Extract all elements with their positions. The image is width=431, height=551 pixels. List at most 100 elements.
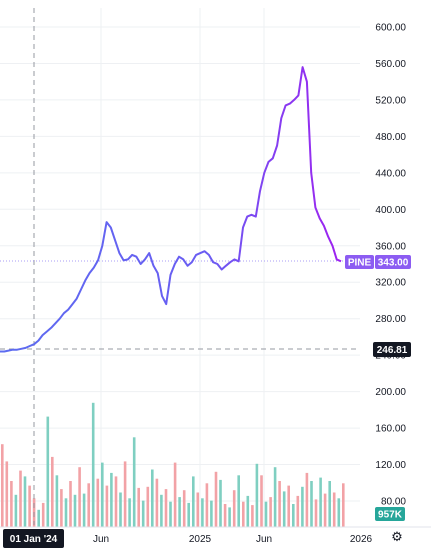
volume-bar bbox=[210, 500, 213, 527]
volume-bar bbox=[96, 478, 100, 527]
volume-bar bbox=[87, 483, 90, 527]
volume-bar bbox=[128, 498, 131, 527]
volume-bar bbox=[10, 481, 13, 527]
volume-bar bbox=[342, 483, 345, 527]
volume-bar bbox=[278, 481, 281, 527]
volume-bar bbox=[169, 501, 172, 527]
volume-bar bbox=[105, 485, 109, 527]
x-tick-label: 2026 bbox=[350, 534, 373, 545]
y-tick-label: 480.00 bbox=[375, 132, 406, 143]
volume-bar bbox=[64, 498, 68, 527]
volume-bar bbox=[223, 504, 227, 527]
volume-bar bbox=[269, 497, 272, 527]
y-tick-label: 520.00 bbox=[375, 95, 406, 106]
volume-bar bbox=[46, 416, 50, 527]
volume-bar bbox=[141, 500, 145, 527]
y-tick-label: 200.00 bbox=[375, 387, 406, 398]
volume-bar bbox=[73, 494, 77, 527]
volume-pill: 957K bbox=[375, 507, 405, 521]
crosshair-date-label: 01 Jan '24 bbox=[10, 534, 58, 545]
volume-bar bbox=[332, 492, 336, 527]
volume-bar bbox=[246, 495, 250, 527]
volume-bar bbox=[23, 476, 27, 527]
y-tick-label: 280.00 bbox=[375, 314, 406, 325]
volume-bar bbox=[232, 490, 236, 527]
volume-bar bbox=[164, 489, 168, 527]
volume-bar bbox=[292, 504, 295, 527]
volume-bar bbox=[82, 493, 86, 527]
volume-bar bbox=[264, 501, 268, 527]
volume-bar bbox=[196, 492, 200, 527]
volume-bar bbox=[205, 483, 209, 527]
volume-bar bbox=[151, 469, 154, 527]
volume-bar bbox=[337, 498, 341, 527]
volume-bar bbox=[251, 505, 254, 527]
volume-bar bbox=[296, 495, 300, 527]
volume-bar bbox=[123, 461, 127, 527]
volume-bar bbox=[1, 444, 4, 527]
volume-bar bbox=[314, 499, 318, 527]
crosshair-date-pill: 01 Jan '24 bbox=[3, 529, 64, 548]
y-tick-label: 120.00 bbox=[375, 460, 406, 471]
volume-bar bbox=[114, 476, 118, 527]
volume-bar bbox=[201, 498, 204, 527]
volume-bar bbox=[51, 456, 54, 527]
volume-bar bbox=[182, 490, 186, 527]
x-tick-label: Jun bbox=[256, 534, 272, 545]
volume-bar bbox=[192, 476, 195, 527]
y-tick-label: 400.00 bbox=[375, 205, 406, 216]
volume-bar bbox=[14, 494, 18, 527]
y-tick-label: 360.00 bbox=[375, 241, 406, 252]
volume-bar bbox=[78, 467, 81, 527]
volume-bar bbox=[41, 502, 45, 527]
y-tick-label: 160.00 bbox=[375, 424, 406, 435]
volume-bar bbox=[237, 475, 240, 527]
y-tick-label: 560.00 bbox=[375, 59, 406, 70]
reference-price-pill: 246.81 bbox=[373, 342, 411, 357]
volume-bar bbox=[255, 463, 259, 527]
x-axis[interactable]: Jun 2025 Jun 2026 bbox=[93, 534, 373, 545]
volume-pill-bg bbox=[375, 507, 405, 521]
volume-bar bbox=[60, 489, 63, 527]
symbol-tag-bg bbox=[345, 255, 374, 269]
volume-bar bbox=[214, 471, 218, 527]
volume-bar bbox=[301, 486, 304, 528]
current-price-pill: 343.00 bbox=[375, 255, 411, 269]
x-tick-label: 2025 bbox=[189, 534, 212, 545]
volume-bar bbox=[160, 494, 163, 527]
x-tick-label: Jun bbox=[93, 534, 109, 545]
symbol-tag: PINE bbox=[345, 255, 374, 269]
settings-gear-icon[interactable]: ⚙ bbox=[391, 530, 403, 545]
volume-bar bbox=[91, 402, 95, 527]
volume-bar bbox=[319, 477, 322, 527]
volume-bars bbox=[1, 402, 345, 528]
volume-bar bbox=[178, 497, 181, 527]
y-tick-label: 80.00 bbox=[381, 497, 406, 508]
volume-bar bbox=[155, 478, 159, 527]
volume-pill-label: 957K bbox=[378, 510, 403, 521]
volume-bar bbox=[19, 470, 22, 527]
reference-price-bg bbox=[373, 342, 411, 357]
volume-bar bbox=[260, 475, 263, 527]
volume-bar bbox=[119, 492, 122, 527]
y-tick-label: 440.00 bbox=[375, 168, 406, 179]
volume-bar bbox=[132, 437, 136, 527]
volume-bar bbox=[5, 461, 9, 527]
crosshair-date-bg bbox=[3, 529, 64, 548]
reference-price-label: 246.81 bbox=[377, 345, 408, 356]
volume-bar bbox=[287, 485, 290, 527]
volume-bar bbox=[328, 481, 331, 527]
symbol-tag-label: PINE bbox=[348, 258, 372, 269]
y-tick-label: 320.00 bbox=[375, 278, 406, 289]
volume-bar bbox=[101, 462, 104, 527]
volume-bar bbox=[219, 479, 222, 527]
price-line-series bbox=[0, 66, 342, 353]
volume-bar bbox=[37, 509, 40, 528]
volume-bar bbox=[310, 481, 313, 527]
volume-bar bbox=[282, 491, 286, 527]
volume-bar bbox=[323, 493, 327, 527]
volume-bar bbox=[273, 467, 277, 527]
current-price-bg bbox=[375, 255, 411, 269]
volume-bar bbox=[305, 472, 309, 527]
